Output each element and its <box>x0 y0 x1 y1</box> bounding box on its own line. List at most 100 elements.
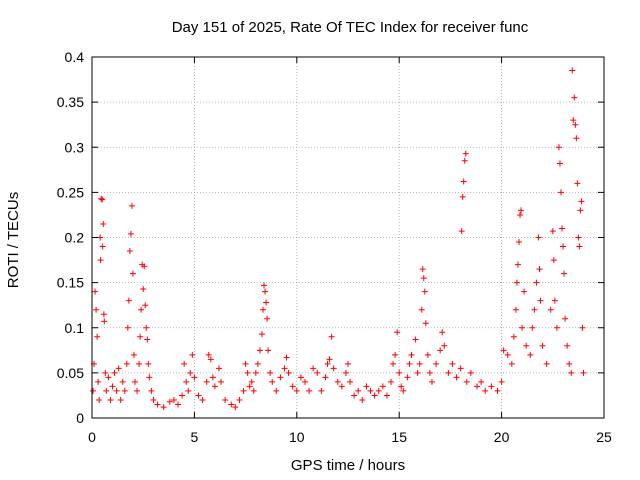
data-point-marker <box>117 396 124 403</box>
data-point-marker <box>134 387 141 394</box>
data-point-marker <box>258 331 265 338</box>
data-point-marker <box>494 387 501 394</box>
data-point-marker <box>191 374 198 381</box>
y-tick-label: 0.2 <box>65 230 85 246</box>
y-tick-label: 0.1 <box>65 320 85 336</box>
data-point-marker <box>559 225 566 232</box>
data-point-marker <box>209 374 216 381</box>
data-point-marker <box>416 360 423 367</box>
data-point-marker <box>205 351 212 358</box>
data-point-marker <box>301 378 308 385</box>
data-point-marker <box>421 288 428 295</box>
data-point-marker <box>433 360 440 367</box>
axis-ticks: 0 0.05 0.1 0.15 0.2 0.25 0.3 0.35 0.4 0 5 10 15 20 25 <box>57 49 612 445</box>
data-point-marker <box>143 324 150 331</box>
data-point-marker <box>517 211 524 218</box>
data-point-marker <box>500 347 507 354</box>
data-point-marker <box>570 117 577 124</box>
data-point-marker <box>428 378 435 385</box>
data-point-marker <box>537 297 544 304</box>
data-point-marker <box>338 383 345 390</box>
data-point-marker <box>154 401 161 408</box>
data-point-marker <box>99 196 106 203</box>
data-point-marker <box>419 266 426 273</box>
data-point-marker <box>236 396 243 403</box>
data-point-marker <box>560 243 567 250</box>
chart-title: Day 151 of 2025, Rate Of TEC Index for r… <box>172 19 529 36</box>
data-point-marker <box>126 248 133 255</box>
data-point-marker <box>383 392 390 399</box>
data-point-marker <box>252 369 259 376</box>
data-point-marker <box>531 306 538 313</box>
data-point-marker <box>232 404 239 411</box>
data-point-marker <box>95 378 102 385</box>
data-point-marker <box>460 178 467 185</box>
data-point-marker <box>90 387 97 394</box>
data-point-marker <box>97 234 104 241</box>
data-point-marker <box>572 121 579 128</box>
data-point-marker <box>564 342 571 349</box>
data-point-marker <box>105 374 112 381</box>
data-point-marker <box>547 306 554 313</box>
y-tick-label: 0.35 <box>57 94 84 110</box>
data-point-marker <box>388 378 395 385</box>
data-point-marker <box>250 387 257 394</box>
data-point-marker <box>445 369 452 376</box>
data-point-marker <box>175 401 182 408</box>
data-point-marker <box>379 383 386 390</box>
data-point-marker <box>277 374 284 381</box>
data-point-marker <box>519 324 526 331</box>
data-point-marker <box>426 369 433 376</box>
data-point-marker <box>125 297 132 304</box>
data-point-marker <box>453 374 460 381</box>
data-point-marker <box>92 288 99 295</box>
data-point-marker <box>246 383 253 390</box>
data-point-marker <box>203 378 210 385</box>
data-point-marker <box>359 396 366 403</box>
data-point-marker <box>146 374 153 381</box>
data-point-marker <box>351 392 358 399</box>
data-point-marker <box>550 257 557 264</box>
data-point-marker <box>508 360 515 367</box>
y-tick-label: 0.4 <box>65 49 85 65</box>
data-point-marker <box>322 374 329 381</box>
data-point-marker <box>142 302 149 309</box>
data-point-marker <box>504 351 511 358</box>
data-point-marker <box>132 378 139 385</box>
data-point-marker <box>166 398 173 405</box>
data-point-marker <box>99 243 106 250</box>
data-point-marker <box>326 356 333 363</box>
data-point-marker <box>449 360 456 367</box>
data-point-marker <box>569 67 576 74</box>
data-point-marker <box>170 396 177 403</box>
data-point-marker <box>523 342 530 349</box>
data-point-marker <box>107 396 114 403</box>
data-point-marker <box>498 378 505 385</box>
data-point-marker <box>138 306 145 313</box>
data-point-marker <box>347 378 354 385</box>
data-point-marker <box>482 387 489 394</box>
data-point-marker <box>181 360 188 367</box>
data-point-marker <box>355 387 362 394</box>
data-point-marker <box>535 234 542 241</box>
data-point-marker <box>100 311 107 318</box>
data-point-marker <box>195 392 202 399</box>
data-point-marker <box>183 378 190 385</box>
data-point-marker <box>324 360 331 367</box>
data-point-marker <box>263 299 270 306</box>
data-point-marker <box>314 369 321 376</box>
data-point-marker <box>144 336 151 343</box>
data-point-marker <box>330 365 337 372</box>
data-point-marker <box>575 234 582 241</box>
data-point-marker <box>289 383 296 390</box>
data-point-marker <box>262 288 269 295</box>
data-point-marker <box>240 387 247 394</box>
data-point-marker <box>97 257 104 264</box>
data-point-marker <box>363 383 370 390</box>
data-point-marker <box>137 333 144 340</box>
data-point-marker <box>297 374 304 381</box>
data-point-marker <box>150 396 157 403</box>
data-point-marker <box>345 360 351 367</box>
x-tick-label: 20 <box>494 429 510 445</box>
